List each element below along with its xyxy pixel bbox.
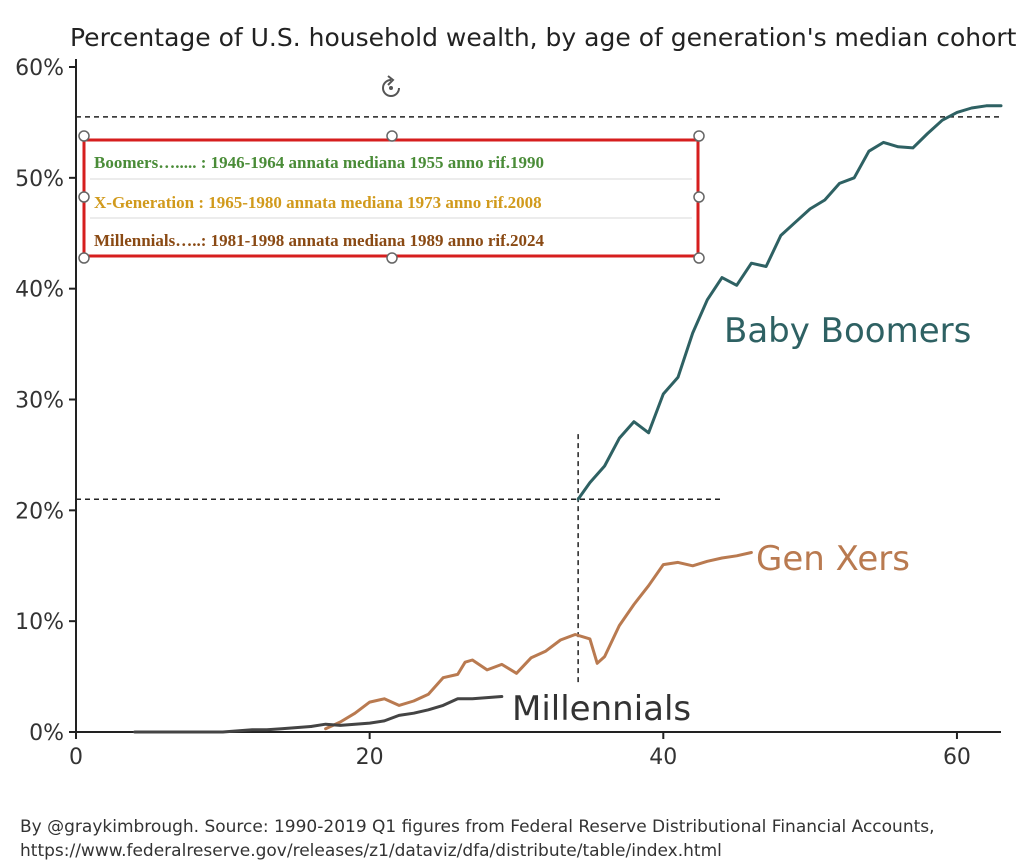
series-label-millennials: Millennials bbox=[512, 689, 691, 729]
resize-handle-bottom-center[interactable] bbox=[386, 252, 398, 264]
series-line-gen-xers bbox=[324, 551, 753, 731]
series-line-baby-boomers bbox=[576, 104, 1003, 501]
source-line-2: https://www.federalreserve.gov/releases/… bbox=[20, 841, 722, 861]
x-tick-label: 20 bbox=[356, 745, 384, 770]
series-line-early-years-shared bbox=[133, 725, 313, 734]
series-line-millennials bbox=[309, 695, 504, 728]
legend-row-boomers: Boomers…..... : 1946-1964 annata mediana… bbox=[94, 153, 544, 172]
y-tick-label: 20% bbox=[15, 499, 64, 524]
axes: 0% 10% 20% 30% 40% 50% 60% 0 20 40 60 bbox=[15, 56, 1001, 770]
series-label-baby-boomers: Baby Boomers bbox=[724, 311, 971, 351]
reference-lines bbox=[76, 116, 1001, 683]
y-tick-label: 10% bbox=[15, 610, 64, 635]
resize-handle-bottom-left[interactable] bbox=[78, 252, 90, 264]
series-label-gen-xers: Gen Xers bbox=[756, 539, 910, 579]
chart-title: Percentage of U.S. household wealth, by … bbox=[70, 23, 1017, 52]
resize-handle-middle-left[interactable] bbox=[78, 191, 90, 203]
x-tick-label: 40 bbox=[649, 745, 677, 770]
y-tick-label: 50% bbox=[15, 167, 64, 192]
resize-handle-middle-right[interactable] bbox=[693, 191, 705, 203]
y-tick-label: 30% bbox=[15, 389, 64, 414]
y-tick-label: 60% bbox=[15, 56, 64, 81]
rotate-handle-icon[interactable] bbox=[382, 75, 400, 97]
y-tick-label: 0% bbox=[29, 721, 64, 746]
source-line-1: By @graykimbrough. Source: 1990-2019 Q1 … bbox=[20, 817, 935, 837]
y-tick-label: 40% bbox=[15, 278, 64, 303]
legend-row-x-generation: X-Generation : 1965-1980 annata mediana … bbox=[94, 193, 542, 212]
resize-handle-top-center[interactable] bbox=[386, 130, 398, 142]
resize-handle-bottom-right[interactable] bbox=[693, 252, 705, 264]
legend-box-border bbox=[82, 138, 700, 258]
x-tick-label: 60 bbox=[943, 745, 971, 770]
resize-handle-top-left[interactable] bbox=[78, 130, 90, 142]
legend-box[interactable]: Boomers…..... : 1946-1964 annata mediana… bbox=[78, 75, 705, 264]
resize-handle-top-right[interactable] bbox=[693, 130, 705, 142]
x-tick-label: 0 bbox=[69, 745, 83, 770]
series-lines bbox=[133, 104, 1003, 734]
legend-row-millennials: Millennials…..: 1981-1998 annata mediana… bbox=[94, 231, 545, 250]
